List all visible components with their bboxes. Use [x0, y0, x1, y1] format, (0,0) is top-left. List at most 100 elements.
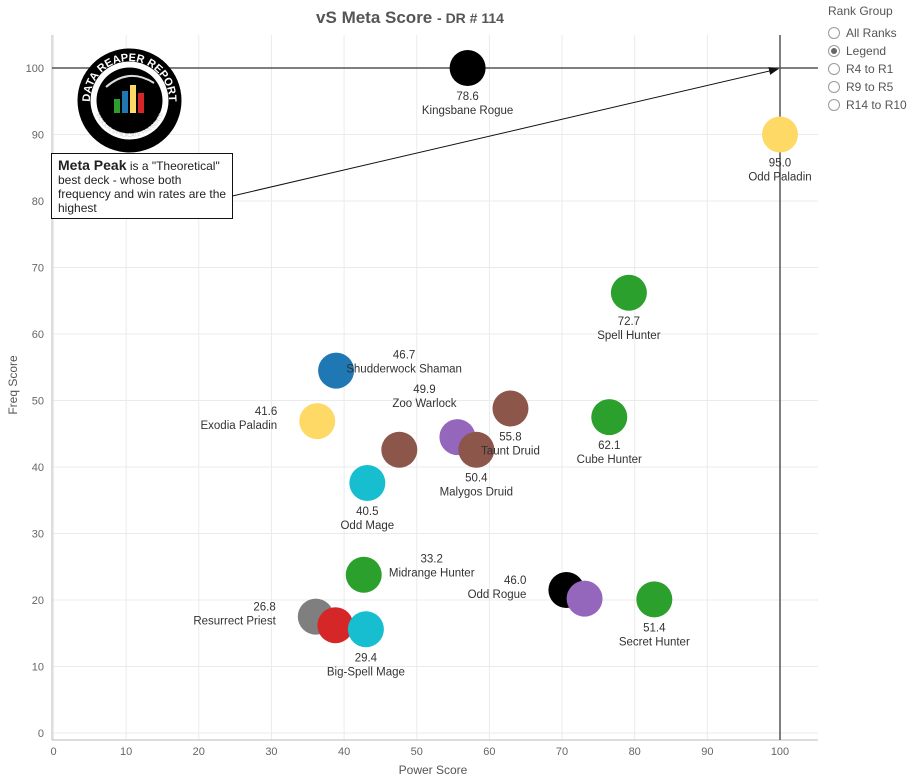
- y-tick-label: 0: [38, 728, 44, 740]
- rank-option-label: R9 to R5: [846, 80, 894, 94]
- point-score-label: 41.6: [255, 406, 277, 418]
- x-tick-label: 90: [701, 746, 713, 758]
- y-tick-label: 10: [32, 662, 44, 674]
- data-point: [299, 403, 336, 440]
- callout-body-text: is a "Theoretical" best deck - whose bot…: [58, 159, 227, 215]
- x-tick-label: 60: [483, 746, 495, 758]
- data-point: [591, 399, 628, 436]
- x-tick-label: 100: [771, 746, 789, 758]
- point-name-label: Shudderwock Shaman: [346, 364, 462, 376]
- point-score-label: 78.6: [456, 91, 478, 103]
- data-reaper-logo: DATA REAPER REPORT VICIOUS SYNDICATE PRE…: [76, 47, 183, 154]
- annotation-arrow: [230, 67, 779, 197]
- rank-option-r14-r10[interactable]: R14 to R10: [828, 96, 914, 114]
- point-score-label: 46.0: [504, 575, 526, 587]
- data-point: [347, 611, 384, 648]
- data-point: [381, 431, 418, 468]
- chart-title: vS Meta Score - DR # 114: [0, 8, 820, 28]
- radio-icon[interactable]: [828, 63, 840, 75]
- rank-option-label: All Ranks: [846, 26, 897, 40]
- y-tick-label: 40: [32, 462, 44, 474]
- data-point: [317, 607, 354, 644]
- rank-option-label: R14 to R10: [846, 98, 907, 112]
- chart-title-sub: - DR # 114: [437, 10, 504, 26]
- point-score-label: 62.1: [598, 440, 620, 452]
- x-tick-label: 70: [556, 746, 568, 758]
- data-point: [345, 556, 382, 593]
- logo-badge-icon: DATA REAPER REPORT VICIOUS SYNDICATE PRE…: [77, 48, 182, 153]
- radio-selected-icon[interactable]: [828, 45, 840, 57]
- point-score-label: 55.8: [499, 431, 521, 443]
- x-tick-label: 40: [338, 746, 350, 758]
- point-name-label: Spell Hunter: [597, 330, 660, 342]
- point-name-label: Secret Hunter: [619, 636, 690, 648]
- data-point: [636, 581, 673, 618]
- point-name-label: Zoo Warlock: [392, 398, 456, 410]
- axes: 0 10 20 30 40 50 60 70 80 90 100 0 10 20 30 40 50 60 70 80 9…: [26, 35, 818, 758]
- rank-option-legend[interactable]: Legend: [828, 42, 914, 60]
- rank-option-label: Legend: [846, 44, 887, 58]
- x-axis-label: Power Score: [399, 763, 468, 777]
- rank-option-r4-r1[interactable]: R4 to R1: [828, 60, 914, 78]
- y-axis-label: Freq Score: [6, 355, 20, 415]
- point-name-label: Kingsbane Rogue: [422, 105, 513, 117]
- y-tick-label: 50: [32, 396, 44, 408]
- y-tick-label: 60: [32, 329, 44, 341]
- y-tick-label: 70: [32, 263, 44, 275]
- point-score-label: 51.4: [643, 622, 666, 634]
- data-point: [762, 116, 798, 153]
- rank-option-label: R4 to R1: [846, 62, 894, 76]
- x-tick-label: 0: [50, 746, 56, 758]
- x-tick-label: 20: [193, 746, 205, 758]
- data-point: [492, 390, 529, 427]
- rank-option-all-ranks[interactable]: All Ranks: [828, 24, 914, 42]
- point-name-label: Exodia Paladin: [200, 420, 277, 432]
- data-point: [349, 464, 386, 501]
- y-tick-label: 90: [32, 130, 44, 142]
- point-name-label: Odd Mage: [340, 520, 394, 532]
- point-name-label: Resurrect Priest: [193, 616, 276, 628]
- y-tick-label: 100: [26, 63, 44, 75]
- data-point: [610, 274, 647, 311]
- y-tick-label: 80: [32, 196, 44, 208]
- radio-icon[interactable]: [828, 27, 840, 39]
- point-score-label: 46.7: [393, 350, 415, 362]
- rank-group-title: Rank Group: [828, 4, 893, 18]
- point-score-label: 49.9: [413, 384, 435, 396]
- data-point: [458, 431, 495, 468]
- point-score-label: 72.7: [618, 316, 640, 328]
- arrow-to-meta-peak: [230, 67, 779, 197]
- x-tick-label: 30: [265, 746, 277, 758]
- point-name-label: Big-Spell Mage: [327, 666, 405, 678]
- callout-strong-text: Meta Peak: [58, 157, 127, 173]
- point-name-label: Odd Paladin: [748, 172, 811, 184]
- point-score-label: 26.8: [253, 602, 275, 614]
- radio-icon[interactable]: [828, 99, 840, 111]
- y-tick-label: 30: [32, 529, 44, 541]
- point-name-label: Midrange Hunter: [389, 568, 475, 580]
- data-points: [297, 50, 798, 648]
- point-score-label: 33.2: [421, 554, 443, 566]
- point-name-label: Cube Hunter: [577, 454, 642, 466]
- point-name-label: Malygos Druid: [440, 487, 514, 499]
- data-point: [318, 352, 355, 389]
- x-tick-label: 80: [629, 746, 641, 758]
- chart-title-main: vS Meta Score: [316, 8, 433, 27]
- x-tick-label: 50: [411, 746, 423, 758]
- data-point: [449, 50, 486, 86]
- meta-peak-callout: Meta Peak is a "Theoretical" best deck -…: [51, 153, 233, 219]
- point-score-label: 50.4: [465, 473, 488, 485]
- y-tick-label: 20: [32, 595, 44, 607]
- point-score-label: 95.0: [769, 158, 791, 170]
- point-score-label: 29.4: [355, 652, 378, 664]
- point-name-label: Odd Rogue: [468, 589, 527, 601]
- rank-group-filter: Rank Group All Ranks Legend R4 to R1 R9 …: [828, 4, 914, 114]
- point-score-label: 40.5: [356, 506, 378, 518]
- point-labels: 78.6 Kingsbane Rogue 95.0 Odd Paladin 72.7 Sp…: [193, 91, 811, 678]
- point-name-label: Taunt Druid: [481, 445, 540, 457]
- rank-option-r9-r5[interactable]: R9 to R5: [828, 78, 914, 96]
- radio-icon[interactable]: [828, 81, 840, 93]
- x-tick-label: 10: [120, 746, 132, 758]
- data-point: [566, 580, 603, 617]
